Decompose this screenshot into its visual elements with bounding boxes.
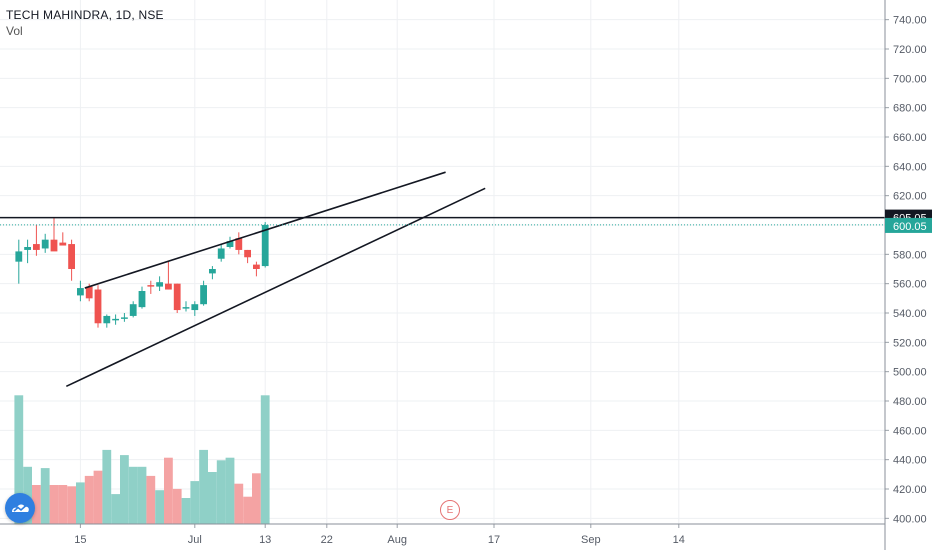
volume-bar: [234, 483, 244, 524]
volume-bar: [84, 475, 94, 524]
candle-body: [121, 317, 128, 319]
candlesticks: [15, 217, 269, 328]
candle-body: [41, 239, 49, 249]
volume-bar: [252, 473, 261, 524]
volume-bar: [67, 486, 76, 524]
tradingview-logo-icon[interactable]: [5, 493, 35, 523]
volume-bar: [93, 470, 103, 524]
candle-body: [85, 286, 93, 299]
candle-body: [226, 241, 234, 248]
candle-body: [50, 239, 58, 252]
trendline: [65, 187, 486, 388]
volume-bar: [120, 455, 129, 524]
price-tick-label: 680.00: [893, 103, 927, 115]
volume-bar: [155, 490, 164, 524]
trendline-drawings[interactable]: [0, 171, 885, 388]
volume-bar: [40, 468, 50, 524]
time-axis[interactable]: 15 Jul 13 22 Aug 17 Sep 14: [0, 523, 885, 546]
candle-body: [77, 288, 84, 296]
volume-bar: [216, 460, 226, 524]
volume-bar: [225, 457, 235, 524]
volume-bar: [260, 395, 270, 524]
price-tick-label: 460.00: [893, 425, 927, 437]
volume-bar: [137, 466, 147, 524]
volume-bar: [199, 449, 208, 524]
volume-bar: [58, 485, 68, 524]
candle-body: [209, 269, 216, 274]
candle-body: [129, 304, 137, 316]
candle-body: [59, 242, 67, 246]
candle-body: [24, 247, 31, 250]
time-tick-label: 13: [259, 534, 271, 546]
candle-body: [217, 248, 225, 259]
time-tick-label: 22: [321, 534, 333, 546]
candle-body: [253, 264, 260, 270]
candle-body: [112, 318, 119, 321]
chart-grid: [0, 0, 885, 524]
price-tick-label: 620.00: [893, 191, 927, 203]
time-tick-label: 14: [673, 534, 685, 546]
symbol-title[interactable]: TECH MAHINDRA, 1D, NSE: [6, 8, 164, 22]
candle-body: [68, 244, 75, 270]
volume-bar: [164, 457, 173, 524]
price-tick-label: 640.00: [893, 161, 927, 173]
volume-bar: [190, 481, 200, 524]
candle-body: [191, 304, 199, 311]
candle-body: [156, 282, 163, 287]
candle-body: [200, 285, 207, 305]
candle-body: [261, 224, 269, 267]
candle-body: [165, 283, 172, 290]
volume-bar: [49, 485, 59, 524]
price-tick-label: 500.00: [893, 367, 927, 379]
candle-body: [138, 291, 146, 308]
volume-bar: [172, 488, 182, 524]
price-tick-label: 720.00: [893, 44, 927, 56]
candle-body: [33, 244, 40, 250]
volume-bar: [146, 475, 156, 524]
price-tick-label: 400.00: [893, 513, 927, 525]
time-tick-label: Aug: [387, 534, 407, 546]
time-tick-label: 15: [74, 534, 86, 546]
price-tick-label: 540.00: [893, 308, 927, 320]
candle-body: [103, 315, 111, 324]
price-tick-label: 440.00: [893, 455, 927, 467]
price-tick-label: 520.00: [893, 337, 927, 349]
volume-indicator-label[interactable]: Vol: [6, 24, 23, 38]
candle-body: [182, 307, 190, 309]
time-tick-label: Sep: [581, 534, 601, 546]
time-tick-label: Jul: [188, 534, 202, 546]
chart-legend: TECH MAHINDRA, 1D, NSE Vol: [6, 7, 164, 39]
last-price-badge: [885, 217, 932, 233]
time-tick-label: 17: [488, 534, 500, 546]
candle-body: [15, 251, 23, 262]
last-price-label: 600.05: [893, 221, 927, 233]
candle-body: [147, 285, 155, 287]
volume-bar: [32, 485, 41, 524]
candle-body: [94, 289, 102, 324]
price-axis[interactable]: 400.00 420.00 440.00 460.00 480.00 500.00 520.…: [884, 0, 932, 550]
price-tick-label: 700.00: [893, 73, 927, 85]
volume-bar: [208, 472, 217, 524]
earnings-marker-icon[interactable]: E: [440, 500, 460, 520]
volume-bar: [76, 482, 85, 524]
volume-bar: [14, 395, 24, 524]
volume-bar: [181, 498, 191, 524]
volume-bar: [102, 449, 112, 524]
candle-body: [235, 238, 243, 250]
candle-body: [173, 283, 181, 311]
candle-body: [244, 249, 251, 258]
trendline: [84, 171, 446, 289]
volume-bar: [243, 496, 252, 524]
volume-bar: [128, 466, 138, 524]
price-tick-label: 740.00: [893, 15, 927, 27]
price-tick-label: 420.00: [893, 484, 927, 496]
price-tick-label: 560.00: [893, 279, 927, 291]
price-tick-label: 480.00: [893, 396, 927, 408]
volume-bar: [111, 494, 120, 524]
price-tick-label: 660.00: [893, 132, 927, 144]
price-tick-label: 580.00: [893, 249, 927, 261]
